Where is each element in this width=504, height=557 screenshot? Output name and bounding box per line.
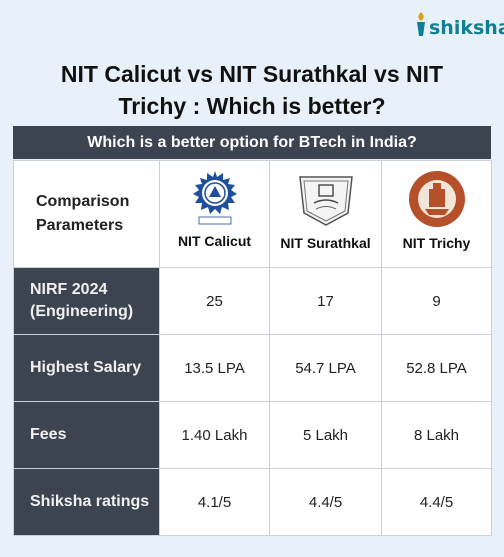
brand-logo[interactable]: shiksha: [414, 10, 504, 38]
comparison-table: Comparison Parameters NIT Calicut: [13, 160, 492, 536]
table-cell: 4.1/5: [159, 468, 270, 536]
table-row: Fees 1.40 Lakh 5 Lakh 8 Lakh: [13, 401, 492, 469]
page-title: NIT Calicut vs NIT Surathkal vs NIT Tric…: [60, 61, 444, 119]
table-cell: 1.40 Lakh: [159, 401, 270, 469]
table-row: Highest Salary 13.5 LPA 54.7 LPA 52.8 LP…: [13, 334, 492, 402]
table-cell: 4.4/5: [269, 468, 382, 536]
column-header: NIT Trichy: [381, 160, 492, 268]
column-name: NIT Calicut: [177, 233, 252, 249]
nit-calicut-logo: [192, 171, 237, 225]
table-cell: 52.8 LPA: [381, 334, 492, 402]
brand-name: shiksha: [429, 17, 504, 39]
table-cell: 4.4/5: [381, 468, 492, 536]
row-label: Fees: [13, 401, 160, 469]
table-cell: 9: [381, 267, 492, 335]
table-cell: 54.7 LPA: [269, 334, 382, 402]
table-header-row: Comparison Parameters NIT Calicut: [13, 160, 492, 268]
nit-surathkal-logo: [298, 176, 353, 226]
table-row: NIRF 2024 (Engineering) 25 17 9: [13, 267, 492, 335]
row-label: Shiksha ratings: [13, 468, 160, 536]
table-cell: 13.5 LPA: [159, 334, 270, 402]
table-cell: 5 Lakh: [269, 401, 382, 469]
nit-trichy-logo: [408, 171, 465, 227]
table-cell: 8 Lakh: [381, 401, 492, 469]
shiksha-lamp-icon: [414, 10, 428, 38]
column-name: NIT Trichy: [402, 235, 471, 251]
column-name: NIT Surathkal: [280, 235, 371, 251]
table-cell: 17: [269, 267, 382, 335]
row-label: NIRF 2024 (Engineering): [13, 267, 160, 335]
column-header: NIT Calicut: [159, 160, 270, 268]
row-label: Highest Salary: [13, 334, 160, 402]
column-header: NIT Surathkal: [269, 160, 382, 268]
header-label: Comparison Parameters: [13, 160, 160, 268]
table-cell: 25: [159, 267, 270, 335]
comparison-banner: Which is a better option for BTech in In…: [13, 126, 491, 159]
table-row: Shiksha ratings 4.1/5 4.4/5 4.4/5: [13, 468, 492, 536]
